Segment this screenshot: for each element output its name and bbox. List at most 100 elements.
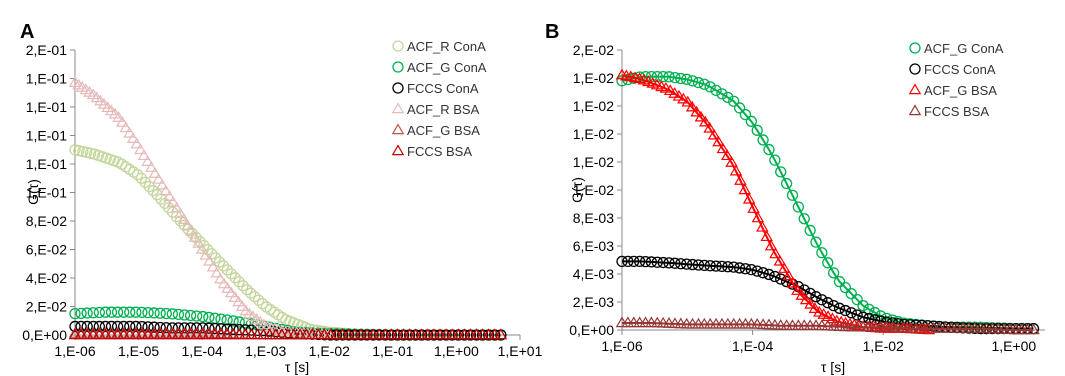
y-tick-label: 1,E-01 — [26, 128, 67, 144]
data-point — [99, 320, 112, 333]
x-tick-label: 1,E-02 — [863, 338, 904, 354]
legend-entry: FCCS BSA — [407, 144, 472, 159]
data-point — [476, 328, 489, 340]
data-point — [135, 328, 149, 340]
data-point — [199, 248, 213, 260]
data-point — [188, 231, 202, 242]
data-point — [742, 192, 756, 204]
data-point — [739, 108, 752, 121]
data-point — [239, 328, 252, 340]
data-point — [851, 293, 863, 306]
data-point — [155, 178, 169, 190]
data-point — [131, 169, 144, 181]
data-point — [827, 267, 840, 279]
data-point — [782, 269, 795, 281]
data-point — [869, 306, 881, 319]
data-point — [452, 328, 465, 340]
data-point — [804, 287, 816, 300]
x-tick-label: 1,E-03 — [245, 343, 286, 359]
data-point — [360, 328, 374, 340]
data-point — [115, 115, 129, 127]
data-point — [470, 328, 483, 340]
data-point — [421, 328, 435, 340]
data-point — [777, 262, 791, 273]
data-point — [780, 177, 793, 190]
data-point — [117, 328, 130, 340]
data-point — [190, 326, 203, 338]
data-point — [170, 201, 183, 213]
data-point — [822, 257, 834, 269]
x-axis-label: τ [s] — [821, 359, 845, 375]
data-point — [795, 289, 809, 300]
data-point — [141, 326, 155, 338]
data-point — [433, 328, 447, 340]
data-point — [703, 121, 716, 133]
data-point — [690, 105, 703, 117]
data-point — [197, 322, 209, 334]
chart-panel-a: A 0,E+00 2,E-02 4,E-02 6,E-02 8,E-02 1,E-01 1,E… — [20, 21, 543, 375]
data-point — [263, 328, 276, 340]
series-acf-r-bsa — [68, 76, 336, 340]
y-tick-label: 0,E+00 — [569, 322, 614, 338]
x-tick-label: 1,E+01 — [498, 343, 543, 359]
data-point — [99, 328, 112, 340]
data-point — [172, 308, 185, 321]
x-tick-label: 1,E-05 — [118, 343, 159, 359]
data-point — [203, 254, 216, 266]
data-point — [833, 275, 846, 288]
data-point — [178, 328, 191, 340]
data-point — [488, 328, 502, 340]
data-point — [68, 328, 82, 340]
y-tick-label: 2,E-03 — [573, 294, 614, 310]
y-tick-label: 8,E-02 — [26, 213, 67, 229]
data-point — [86, 326, 100, 338]
data-point — [159, 326, 173, 338]
data-point — [324, 328, 337, 340]
data-point — [227, 315, 239, 327]
data-point — [163, 190, 176, 201]
data-point — [458, 328, 471, 340]
data-point — [786, 276, 800, 288]
panel-label: A — [20, 21, 34, 43]
data-point — [196, 328, 210, 340]
data-point — [178, 309, 191, 321]
data-point — [119, 121, 133, 133]
data-point — [197, 310, 209, 323]
data-point — [74, 328, 88, 340]
data-point — [257, 328, 270, 340]
data-point — [172, 322, 185, 334]
data-point — [129, 328, 143, 340]
data-point — [195, 242, 209, 254]
data-point — [184, 328, 197, 340]
legend-entry: ACF_G BSA — [407, 123, 480, 138]
data-point — [93, 328, 106, 340]
data-point — [710, 84, 722, 97]
data-point — [147, 326, 161, 338]
legend-marker — [909, 63, 921, 75]
data-point — [145, 161, 158, 172]
data-point — [751, 265, 763, 277]
data-point — [130, 306, 142, 318]
data-point — [134, 143, 147, 155]
legend-marker — [391, 102, 405, 114]
y-tick-label: 1,E-02 — [573, 70, 614, 86]
data-point — [111, 326, 124, 338]
legend-entry: ACF_R ConA — [407, 39, 486, 54]
data-point — [439, 328, 453, 340]
data-point — [81, 320, 93, 333]
data-point — [845, 307, 857, 319]
data-point — [196, 326, 210, 338]
data-point — [698, 78, 710, 90]
data-point — [712, 135, 725, 147]
data-point — [147, 328, 161, 340]
series-fccs-bsa — [68, 328, 508, 340]
y-tick-label: 6,E-03 — [573, 238, 614, 254]
data-point — [209, 322, 221, 335]
data-point — [213, 256, 226, 268]
data-point — [769, 247, 782, 259]
data-point — [857, 299, 869, 312]
data-point — [704, 81, 716, 93]
y-tick-label: 6,E-02 — [26, 242, 67, 258]
data-point — [178, 219, 191, 231]
